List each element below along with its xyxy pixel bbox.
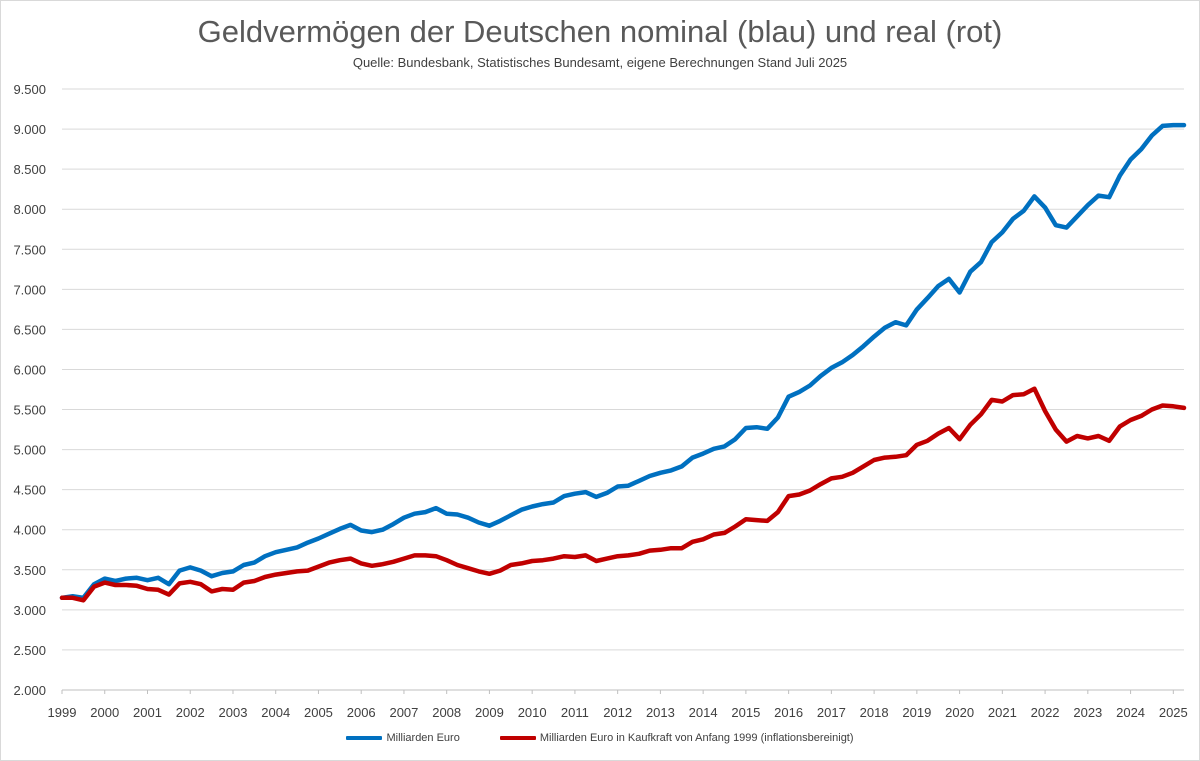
x-tick-label: 2021 [988,705,1017,720]
y-tick-label: 7.500 [13,242,46,257]
x-tick-label: 2019 [902,705,931,720]
x-tick-label: 2007 [389,705,418,720]
y-tick-label: 4.000 [13,523,46,538]
y-tick-label: 3.000 [13,603,46,618]
x-tick-label: 2015 [731,705,760,720]
series-line-nominal [59,122,1187,601]
x-tick-label: 2024 [1116,705,1145,720]
x-tick-label: 2004 [261,705,290,720]
series-lines [59,122,1187,603]
y-axis: 2.000 2.500 3.000 3.500 4.000 4.500 5.000 5.500… [13,82,46,698]
series-line-real [59,386,1187,603]
y-tick-label: 7.000 [13,282,46,297]
y-tick-label: 3.500 [13,563,46,578]
y-tick-label: 5.000 [13,443,46,458]
x-tick-label: 1999 [48,705,77,720]
x-tick-label: 2003 [219,705,248,720]
x-tick-label: 2023 [1073,705,1102,720]
y-tick-label: 6.000 [13,362,46,377]
legend-item-nominal: Milliarden Euro [346,732,460,744]
x-tick-label: 2018 [860,705,889,720]
x-tick-label: 2014 [689,705,718,720]
x-tick-label: 2010 [518,705,547,720]
x-tick-label: 2022 [1031,705,1060,720]
y-tick-label: 9.500 [13,82,46,97]
x-tick-label: 2025 [1159,705,1188,720]
legend-label-real: Milliarden Euro in Kaufkraft von Anfang … [539,732,854,744]
x-tick-label: 2002 [176,705,205,720]
x-tick-label: 2008 [432,705,461,720]
y-tick-label: 8.500 [13,162,46,177]
y-tick-label: 5.500 [13,403,46,418]
x-tick-label: 2006 [347,705,376,720]
y-tick-label: 9.000 [13,122,46,137]
x-tick-label: 2013 [646,705,675,720]
legend-swatch-real [499,736,536,740]
x-tick-label: 2001 [133,705,162,720]
x-tick-label: 2011 [561,705,589,720]
y-tick-label: 2.000 [13,683,46,698]
chart-subtitle: Quelle: Bundesbank, Statistisches Bundes… [352,55,848,70]
x-tick-label: 2000 [90,705,119,720]
y-tick-label: 2.500 [13,643,46,658]
y-tick-label: 6.500 [13,322,46,337]
x-axis: 1999 2000 2001 2002 2003 2004 2005 2006 2007 2008… [48,689,1188,720]
x-tick-label: 2016 [774,705,803,720]
x-tick-label: 2005 [304,705,333,720]
legend-label-nominal: Milliarden Euro [386,732,460,744]
legend-item-real: Milliarden Euro in Kaufkraft von Anfang … [499,732,854,744]
x-tick-label: 2009 [475,705,504,720]
legend: Milliarden Euro Milliarden Euro in Kaufk… [0,732,1200,744]
x-tick-label: 2012 [603,705,632,720]
y-tick-label: 8.000 [13,202,46,217]
chart-title: Geldvermögen der Deutschen nominal (blau… [197,14,1003,49]
y-tick-label: 4.500 [13,483,46,498]
legend-swatch-nominal [346,736,383,740]
x-tick-label: 2017 [817,705,846,720]
x-tick-label: 2020 [945,705,974,720]
gridlines [62,88,1184,691]
